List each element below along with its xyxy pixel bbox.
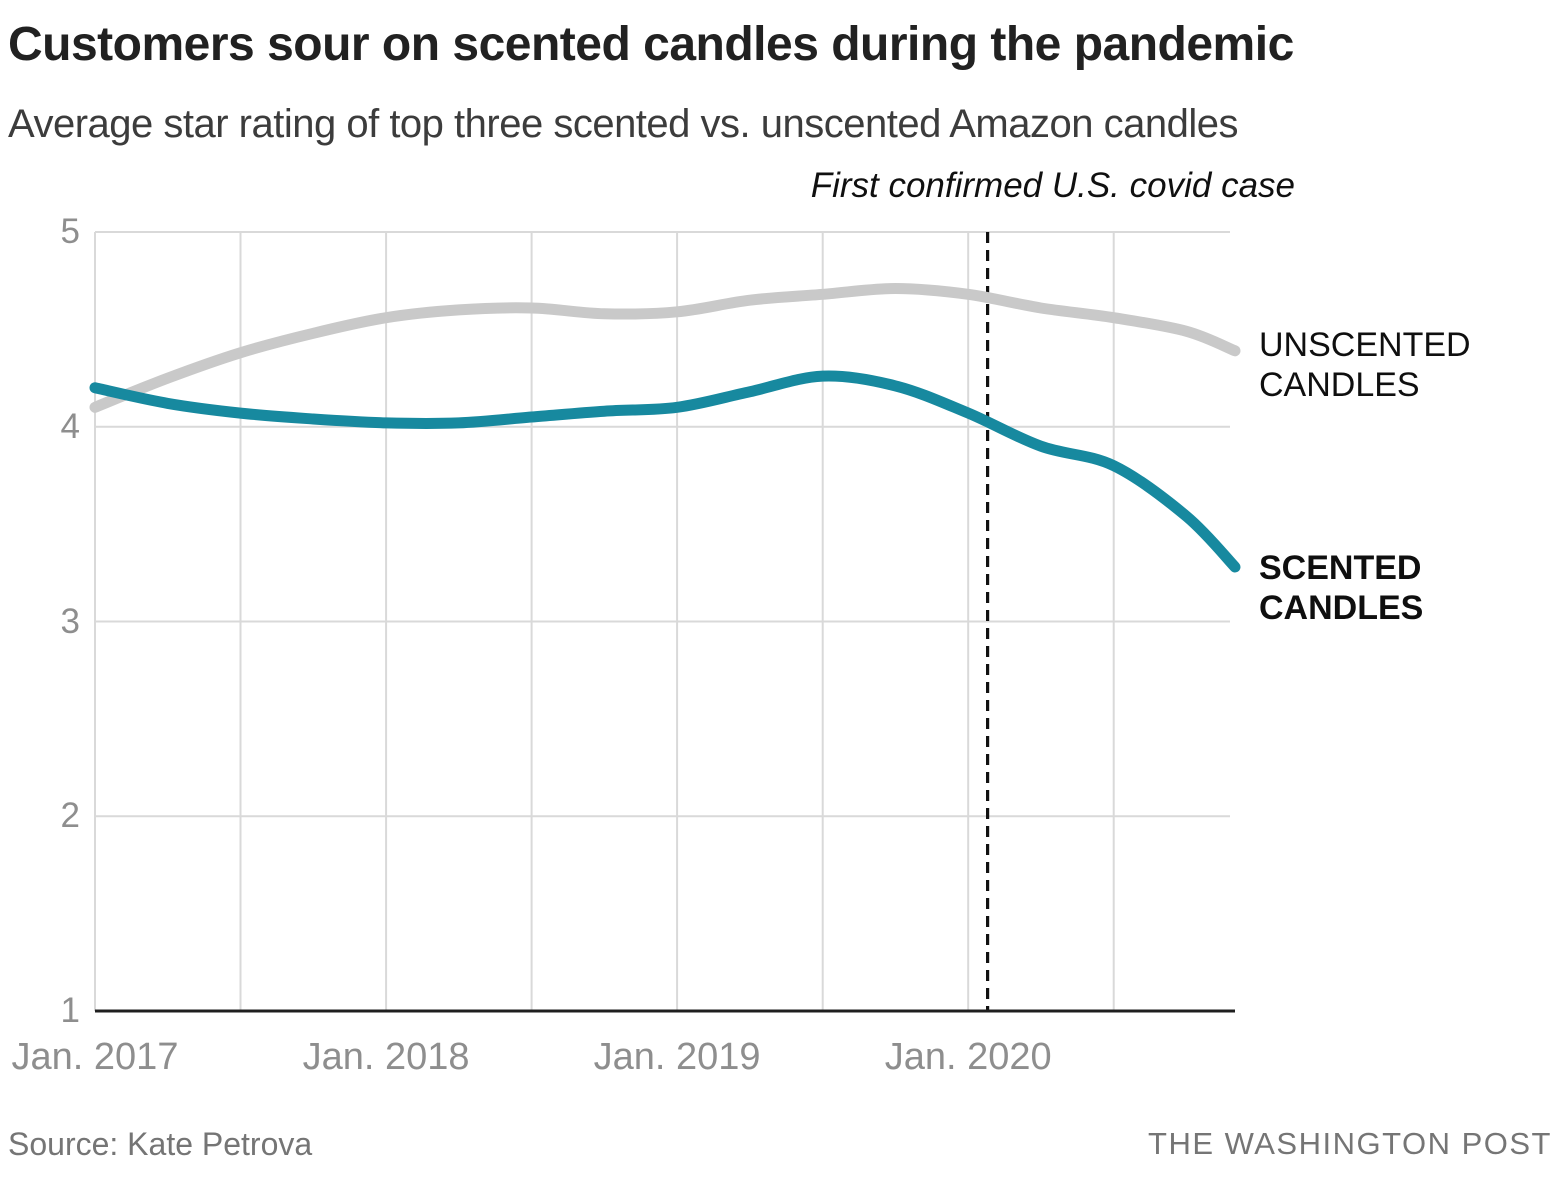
y-tick-label: 5 — [60, 212, 80, 251]
chart-title: Customers sour on scented candles during… — [8, 18, 1294, 71]
x-tick-label: Jan. 2020 — [884, 1036, 1052, 1078]
x-tick-label: Jan. 2018 — [302, 1036, 470, 1078]
chart-subtitle: Average star rating of top three scented… — [8, 102, 1238, 146]
series-label-unscented-candles: UNSCENTED CANDLES — [1259, 326, 1471, 405]
series-line-unscented-candles — [89, 283, 1241, 413]
y-tick-label: 3 — [60, 601, 80, 641]
series-line-scented-candles — [89, 370, 1241, 573]
y-tick-label: 4 — [60, 406, 80, 446]
y-tick-label: 2 — [60, 796, 80, 836]
x-tick-label: Jan. 2017 — [11, 1036, 179, 1078]
covid-event-annotation: First confirmed U.S. covid case — [810, 166, 1295, 205]
publisher-credit: THE WASHINGTON POST — [1148, 1126, 1552, 1161]
y-tick-label: 1 — [60, 991, 80, 1030]
series-label-scented-candles: SCENTED CANDLES — [1259, 549, 1424, 628]
x-tick-label: Jan. 2019 — [593, 1036, 761, 1078]
source-attribution: Source: Kate Petrova — [8, 1126, 313, 1162]
